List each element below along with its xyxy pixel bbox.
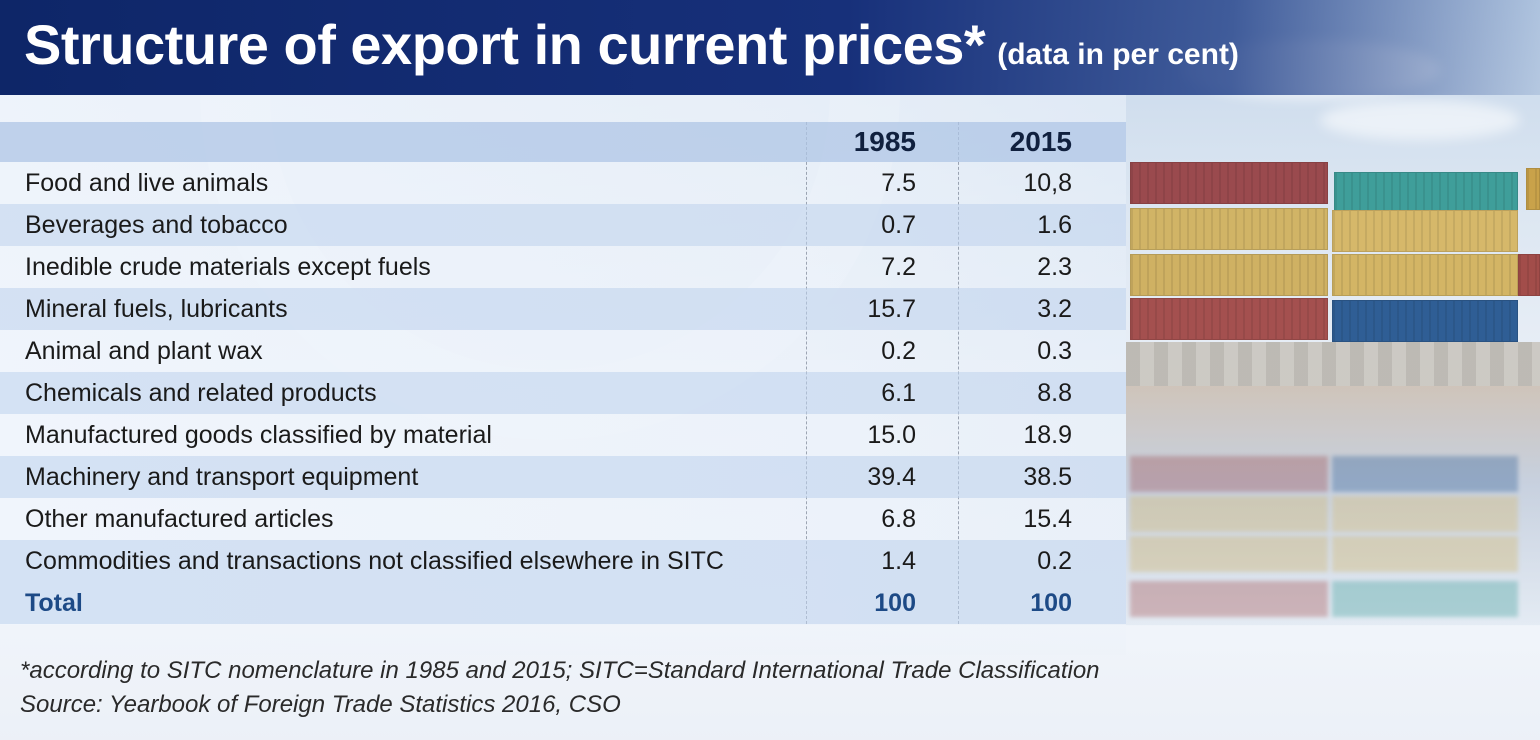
row-value-1985: 7.2 [881, 252, 916, 281]
row-category: Chemicals and related products [25, 378, 377, 407]
row-value-1985: 0.2 [881, 336, 916, 365]
row-value-2015: 3.2 [1037, 294, 1072, 323]
reflection [1130, 456, 1328, 492]
container-teal [1334, 172, 1518, 212]
table-row: Manufactured goods classified by materia… [0, 414, 1126, 456]
export-table: 1985 2015 Food and live animals 7.5 10,8 Be… [0, 122, 1126, 624]
container-stack [1126, 162, 1540, 342]
row-category: Other manufactured articles [25, 504, 334, 533]
footnotes: *according to SITC nomenclature in 1985 … [20, 654, 1100, 722]
row-value-2015: 10,8 [1023, 168, 1072, 197]
reflection [1332, 536, 1518, 572]
row-value-2015: 15.4 [1023, 504, 1072, 533]
table-row: Food and live animals 7.5 10,8 [0, 162, 1126, 204]
footer-backdrop [0, 625, 1540, 740]
row-value-1985: 15.7 [867, 294, 916, 323]
table-body: Food and live animals 7.5 10,8 Beverages an… [0, 162, 1126, 582]
table-row: Commodities and transactions not classif… [0, 540, 1126, 582]
row-value-2015: 0.3 [1037, 336, 1072, 365]
table-row: Chemicals and related products 6.1 8.8 [0, 372, 1126, 414]
container-yellow [1526, 168, 1540, 210]
container-yellow [1332, 210, 1518, 252]
container-red [1518, 254, 1540, 296]
reflection [1130, 496, 1328, 532]
row-value-1985: 7.5 [881, 168, 916, 197]
chart-title: Structure of export in current prices* (d… [24, 12, 1239, 77]
row-value-2015: 1.6 [1037, 210, 1072, 239]
row-value-1985: 0.7 [881, 210, 916, 239]
total-2015: 100 [1030, 588, 1072, 617]
reflection [1332, 456, 1518, 492]
reflection [1130, 581, 1328, 617]
container-yellow [1332, 254, 1518, 296]
row-value-1985: 39.4 [867, 462, 916, 491]
chart-title-text: Structure of export in current prices* [24, 13, 986, 76]
row-value-2015: 8.8 [1037, 378, 1072, 407]
table-row: Animal and plant wax 0.2 0.3 [0, 330, 1126, 372]
row-value-1985: 1.4 [881, 546, 916, 575]
title-bar: Structure of export in current prices* (d… [0, 0, 1540, 95]
reflection [1332, 496, 1518, 532]
table-row: Machinery and transport equipment 39.4 38.… [0, 456, 1126, 498]
table-row: Mineral fuels, lubricants 15.7 3.2 [0, 288, 1126, 330]
column-header-1985: 1985 [853, 126, 916, 157]
container-yellow [1130, 254, 1328, 296]
row-value-2015: 2.3 [1037, 252, 1072, 281]
table-row: Beverages and tobacco 0.7 1.6 [0, 204, 1126, 246]
container-blue [1332, 300, 1518, 342]
row-value-1985: 15.0 [867, 420, 916, 449]
footnote: *according to SITC nomenclature in 1985 … [20, 657, 1100, 684]
row-category: Inedible crude materials except fuels [25, 252, 431, 281]
row-value-2015: 0.2 [1037, 546, 1072, 575]
row-value-2015: 38.5 [1023, 462, 1072, 491]
quay-wall [1126, 342, 1540, 386]
row-category: Commodities and transactions not classif… [25, 546, 724, 575]
table-row: Inedible crude materials except fuels 7.2… [0, 246, 1126, 288]
table-header-row: 1985 2015 [0, 122, 1126, 162]
row-category: Animal and plant wax [25, 336, 263, 365]
row-category: Mineral fuels, lubricants [25, 294, 288, 323]
total-1985: 100 [874, 588, 916, 617]
reflection [1332, 581, 1518, 617]
row-value-1985: 6.8 [881, 504, 916, 533]
table-row: Other manufactured articles 6.8 15.4 [0, 498, 1126, 540]
row-value-2015: 18.9 [1023, 420, 1072, 449]
container-yellow [1130, 208, 1328, 250]
total-label: Total [25, 588, 83, 617]
table-total-row: Total 100 100 [0, 582, 1126, 624]
container-red [1130, 298, 1328, 340]
chart-subtitle: (data in per cent) [997, 38, 1239, 71]
row-category: Machinery and transport equipment [25, 462, 419, 491]
container-red [1130, 162, 1328, 204]
cloud [1320, 100, 1520, 140]
row-category: Food and live animals [25, 168, 269, 197]
row-value-1985: 6.1 [881, 378, 916, 407]
row-category: Beverages and tobacco [25, 210, 288, 239]
row-category: Manufactured goods classified by materia… [25, 420, 492, 449]
reflection [1130, 536, 1328, 572]
source-note: Source: Yearbook of Foreign Trade Statis… [20, 691, 621, 718]
water-reflection [1126, 386, 1540, 626]
column-header-2015: 2015 [1009, 126, 1072, 157]
